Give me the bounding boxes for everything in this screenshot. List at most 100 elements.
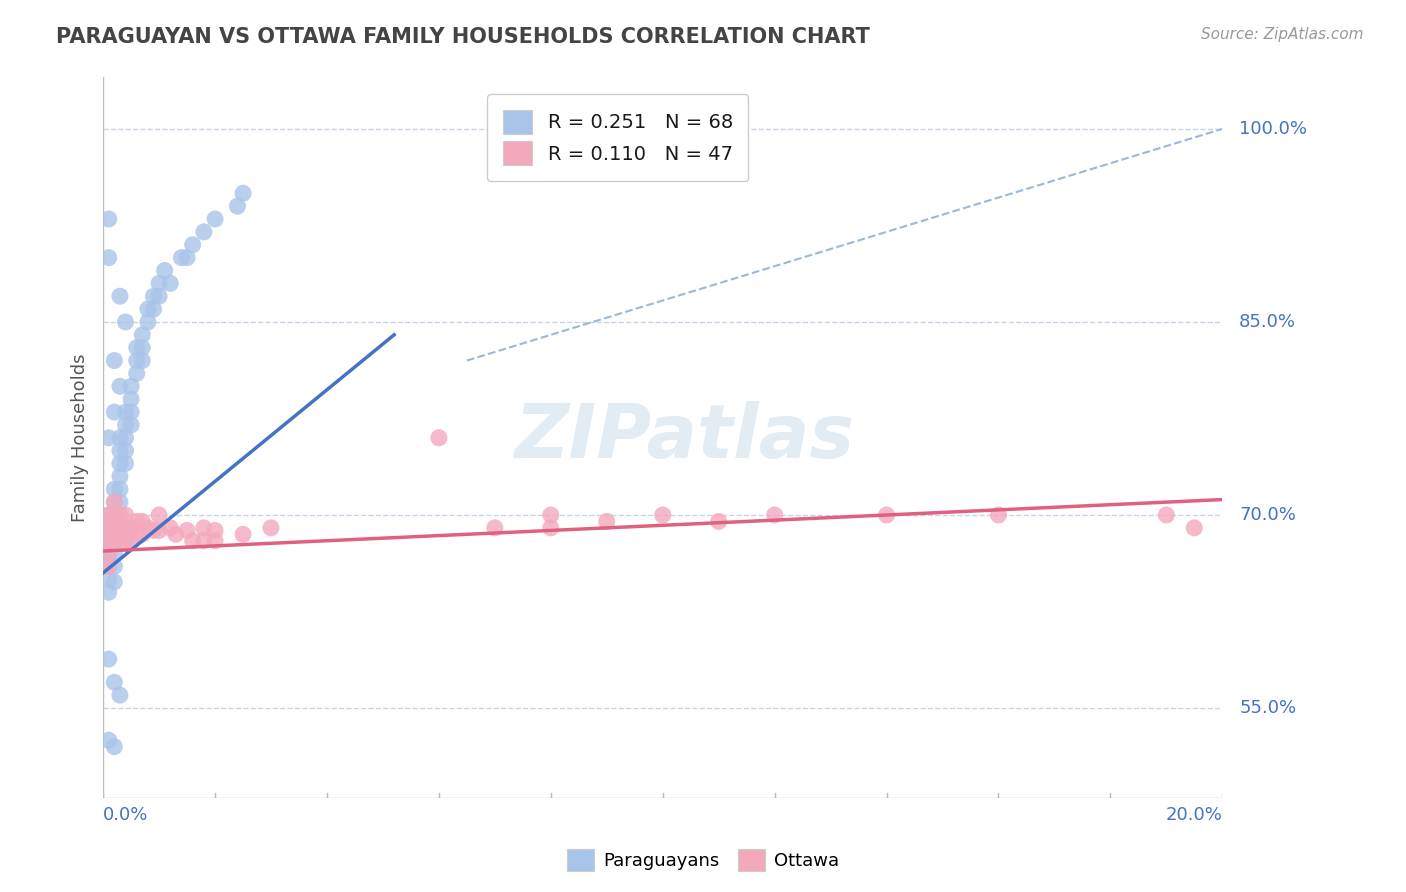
Point: [114, 457, 136, 471]
Point: [232, 527, 254, 541]
Point: [136, 521, 159, 535]
Point: [1156, 508, 1178, 522]
Point: [97, 521, 120, 535]
Point: [103, 482, 125, 496]
Point: [103, 559, 125, 574]
Point: [97, 533, 120, 548]
Point: [170, 251, 193, 265]
Point: [176, 524, 198, 538]
Point: [103, 405, 125, 419]
Point: [540, 508, 562, 522]
Point: [108, 289, 131, 303]
Point: [103, 574, 125, 589]
Y-axis label: Family Households: Family Households: [72, 353, 89, 522]
Point: [193, 521, 215, 535]
Point: [103, 353, 125, 368]
Point: [226, 199, 249, 213]
Point: [193, 225, 215, 239]
Point: [131, 515, 153, 529]
Point: [97, 553, 120, 567]
Point: [131, 341, 153, 355]
Point: [148, 277, 170, 291]
Point: [120, 379, 142, 393]
Point: [97, 508, 120, 522]
Point: [763, 508, 786, 522]
Point: [120, 521, 142, 535]
Text: 70.0%: 70.0%: [1239, 506, 1296, 524]
Point: [114, 417, 136, 432]
Point: [125, 527, 148, 541]
Point: [876, 508, 898, 522]
Point: [114, 443, 136, 458]
Point: [153, 263, 176, 277]
Point: [1182, 521, 1205, 535]
Point: [142, 302, 165, 317]
Point: [204, 212, 226, 227]
Point: [97, 547, 120, 561]
Point: [97, 652, 120, 666]
Point: [114, 536, 136, 550]
Point: [103, 508, 125, 522]
Point: [103, 521, 125, 535]
Point: [125, 341, 148, 355]
Point: [165, 527, 187, 541]
Point: [651, 508, 673, 522]
Point: [193, 533, 215, 548]
Point: [181, 237, 204, 252]
Point: [97, 431, 120, 445]
Point: [125, 367, 148, 381]
Point: [114, 405, 136, 419]
Point: [484, 521, 506, 535]
Point: [120, 533, 142, 548]
Point: [97, 585, 120, 599]
Point: [97, 733, 120, 747]
Text: ZIPatlas: ZIPatlas: [515, 401, 855, 475]
Point: [148, 524, 170, 538]
Point: [97, 542, 120, 557]
Point: [108, 482, 131, 496]
Point: [108, 457, 131, 471]
Point: [108, 508, 131, 522]
Point: [108, 431, 131, 445]
Point: [97, 521, 120, 535]
Point: [204, 524, 226, 538]
Point: [159, 277, 181, 291]
Point: [114, 521, 136, 535]
Text: Source: ZipAtlas.com: Source: ZipAtlas.com: [1201, 27, 1364, 42]
Point: [97, 533, 120, 548]
Point: [103, 495, 125, 509]
Point: [97, 212, 120, 227]
Point: [148, 508, 170, 522]
Point: [159, 521, 181, 535]
Point: [108, 495, 131, 509]
Point: [142, 289, 165, 303]
Point: [103, 675, 125, 690]
Point: [103, 739, 125, 754]
Point: [97, 515, 120, 529]
Point: [136, 315, 159, 329]
Point: [204, 533, 226, 548]
Point: [97, 572, 120, 586]
Point: [148, 289, 170, 303]
Point: [142, 524, 165, 538]
Point: [427, 431, 450, 445]
Point: [103, 521, 125, 535]
Point: [114, 315, 136, 329]
Point: [108, 443, 131, 458]
Point: [103, 508, 125, 522]
Text: 20.0%: 20.0%: [1166, 805, 1222, 824]
Point: [176, 251, 198, 265]
Point: [120, 392, 142, 407]
Point: [125, 353, 148, 368]
Point: [120, 405, 142, 419]
Point: [120, 417, 142, 432]
Point: [596, 515, 619, 529]
Text: 100.0%: 100.0%: [1239, 120, 1308, 138]
Point: [103, 547, 125, 561]
Point: [97, 559, 120, 574]
Point: [125, 515, 148, 529]
Point: [136, 302, 159, 317]
Text: PARAGUAYAN VS OTTAWA FAMILY HOUSEHOLDS CORRELATION CHART: PARAGUAYAN VS OTTAWA FAMILY HOUSEHOLDS C…: [56, 27, 870, 46]
Point: [131, 527, 153, 541]
Point: [103, 533, 125, 548]
